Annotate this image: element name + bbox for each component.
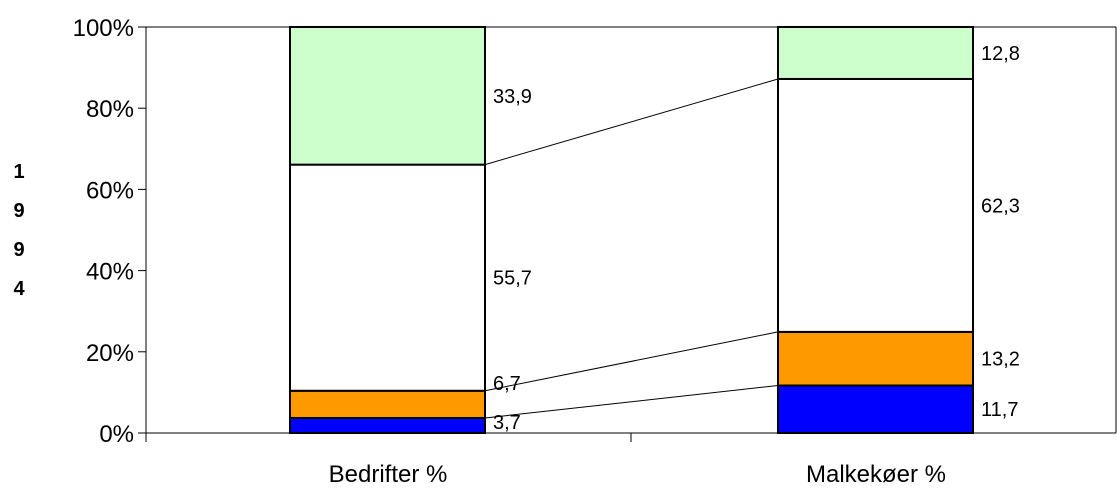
data-label: 12,8 [981,43,1020,65]
series-connector-line [484,385,779,419]
y-tick-label: 80% [86,96,134,123]
plot-frame [145,26,1117,442]
bar-segment [777,26,974,80]
bar-segment [289,416,486,434]
bar-segment [289,389,486,419]
bar-segment [289,26,486,166]
y-axis-label-char: 9 [13,200,24,222]
bar-segment [777,384,974,434]
y-axis-label-char: 9 [13,239,24,261]
series-connector-line [484,78,779,166]
data-labels: 3,7 6,7 55,7 33,9 11,7 13,2 62,3 12,8 [493,43,1020,434]
y-tick-label: 100% [73,15,134,42]
data-label: 62,3 [981,195,1020,217]
data-label: 3,7 [493,412,521,434]
series-connector-lines [484,78,779,419]
data-label: 6,7 [493,373,521,395]
y-tick-label: 60% [86,177,134,204]
bar-segment [777,77,974,333]
y-tick-label: 40% [86,259,134,286]
series-connector-line [484,331,779,392]
data-label: 13,2 [981,349,1020,371]
y-axis-label-char: 1 [13,161,24,183]
y-tick-label: 20% [86,340,134,367]
y-axis-ticks: 0% 20% 40% 60% 80% 100% [73,15,146,448]
bars [289,26,974,434]
y-axis-label-char: 4 [13,278,25,300]
bar-segment [289,163,486,392]
category-label: Bedrifter % [329,461,448,488]
data-label: 11,7 [981,399,1018,421]
y-tick-label: 0% [99,421,134,448]
data-label: 55,7 [493,268,532,290]
data-label: 33,9 [493,86,532,108]
category-label: Malkekøer % [806,461,946,488]
bar-segment [777,330,974,387]
category-labels: Bedrifter % Malkekøer % [329,461,946,488]
